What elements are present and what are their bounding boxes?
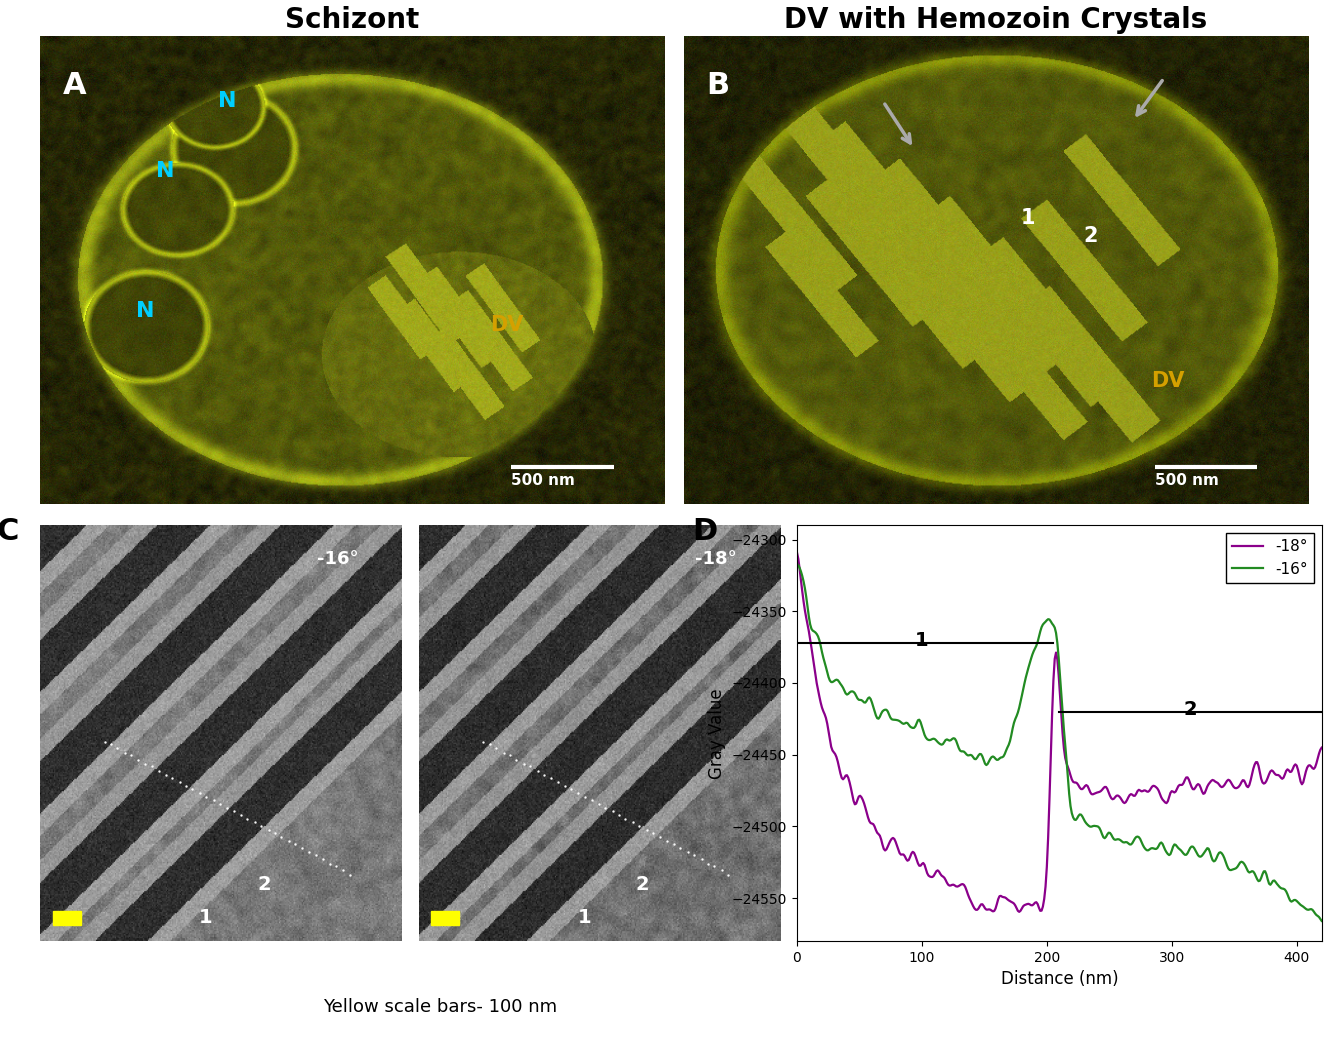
Text: A: A [63,71,87,100]
Line: -16°: -16° [797,564,1322,920]
-16° [789,557,805,570]
Text: 2: 2 [1184,700,1197,719]
Text: 2: 2 [258,875,271,893]
-18° [997,891,1013,904]
-18° [789,546,805,558]
-18° [1120,791,1136,804]
Line: -18°: -18° [797,552,1322,912]
Text: B: B [706,71,729,100]
Text: 500 nm: 500 nm [511,473,575,488]
Y-axis label: Gray Value: Gray Value [709,687,726,779]
Text: -16°: -16° [316,550,359,568]
Legend: -18°, -16°: -18°, -16° [1227,532,1314,582]
-18° [1011,906,1027,918]
Bar [53,911,80,925]
X-axis label: Distance (nm): Distance (nm) [1000,970,1119,988]
Text: 1: 1 [199,908,212,927]
-18° [960,888,976,901]
Text: 1: 1 [578,908,591,927]
-16° [1314,914,1330,927]
Text: N: N [136,302,155,321]
-16° [960,749,976,761]
-16° [1168,838,1184,851]
Text: Yellow scale bars- 100 nm: Yellow scale bars- 100 nm [323,998,558,1016]
Text: 2: 2 [1083,226,1097,246]
Text: D: D [692,517,717,546]
Text: DV: DV [1152,371,1185,391]
-18° [1172,779,1188,791]
Bar [431,911,459,925]
Text: 2: 2 [635,875,649,893]
-16° [852,694,868,706]
-16° [1171,841,1187,854]
-16° [997,748,1013,760]
Text: -18°: -18° [696,550,737,568]
Text: N: N [156,161,175,181]
-18° [852,789,868,802]
Text: 1: 1 [1020,208,1035,228]
-18° [1314,742,1330,754]
Title: DV with Hemozoin Crystals: DV with Hemozoin Crystals [784,6,1208,34]
-18° [1169,782,1185,795]
Text: 500 nm: 500 nm [1155,473,1219,488]
Text: N: N [218,90,236,110]
Title: Schizont: Schizont [286,6,419,34]
Text: 1: 1 [914,631,929,650]
Text: C: C [0,517,19,546]
-16° [1119,836,1135,849]
Text: DV: DV [490,315,523,335]
